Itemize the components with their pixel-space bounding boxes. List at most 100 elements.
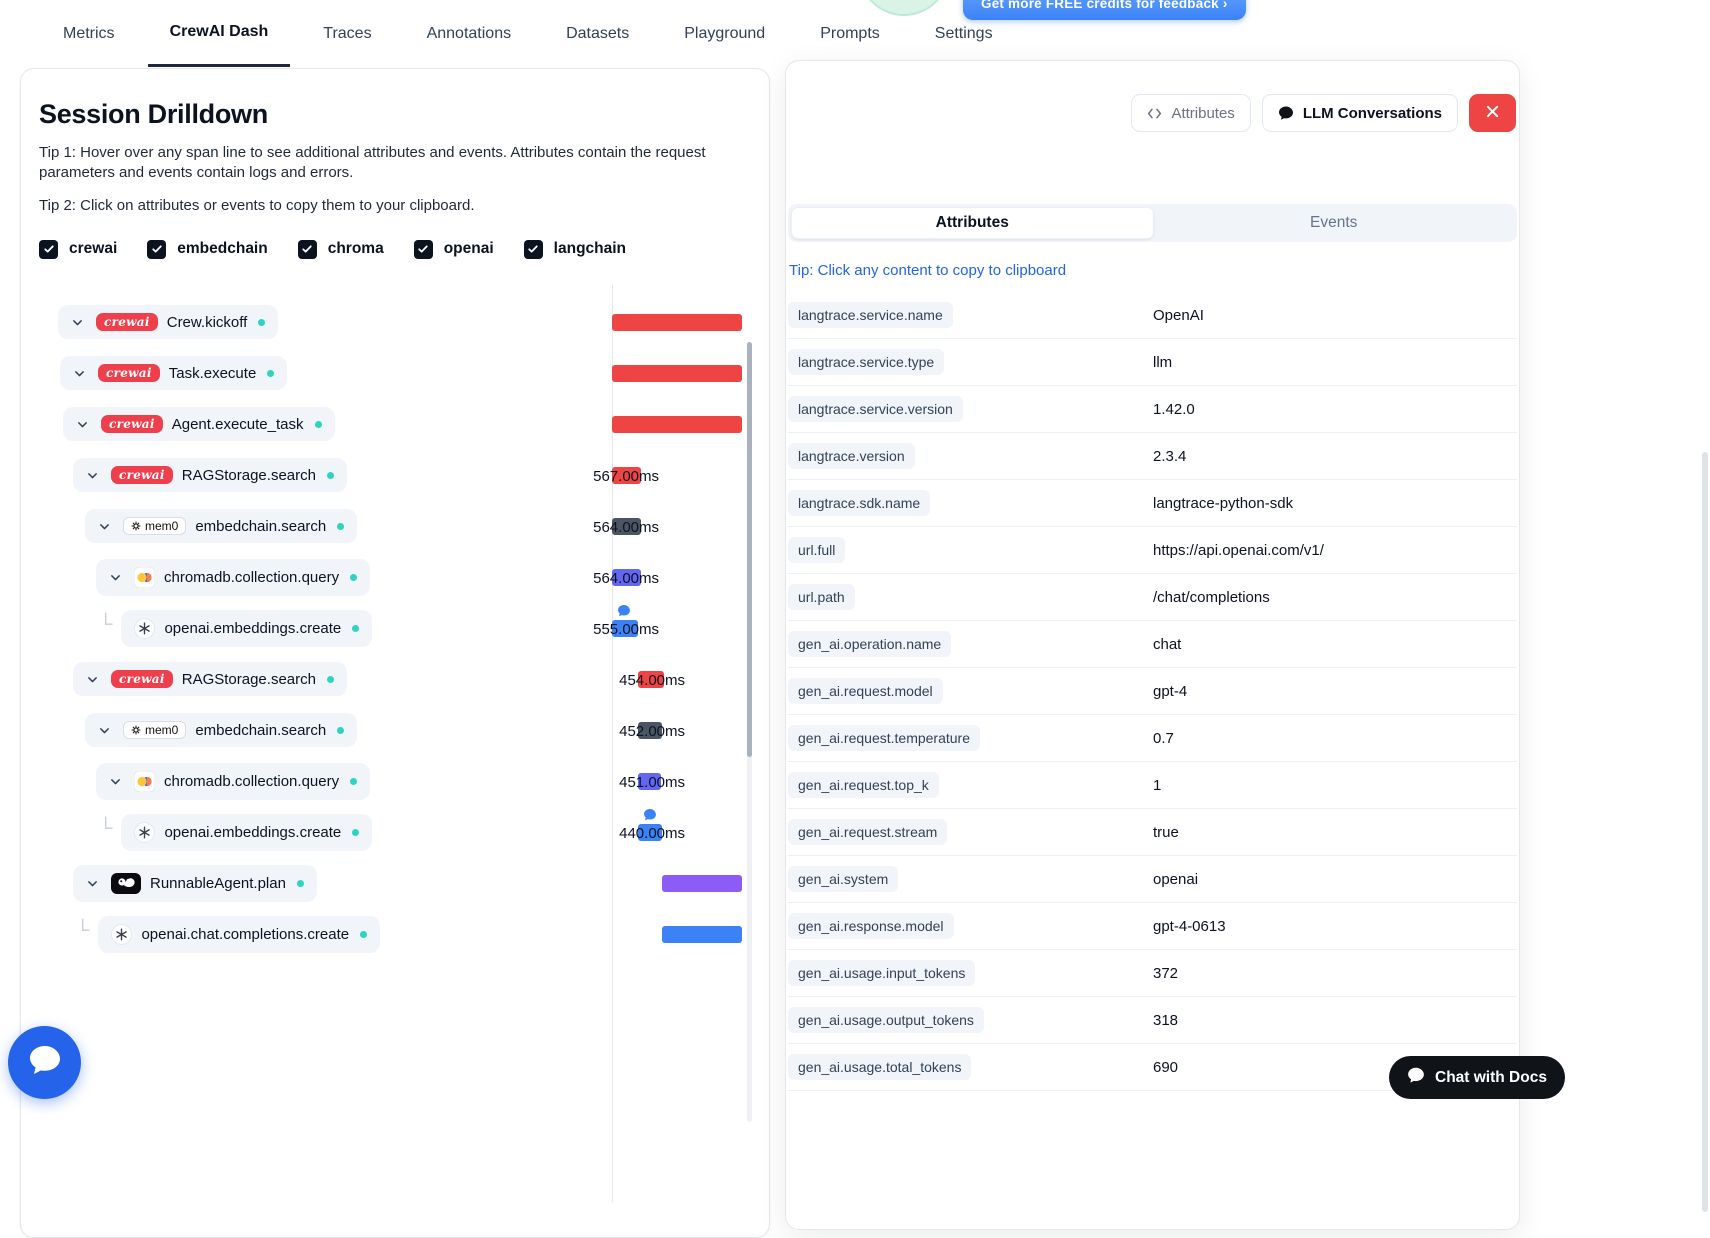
attribute-row[interactable]: gen_ai.operation.name chat <box>788 621 1517 668</box>
filter-crewai[interactable]: crewai <box>39 239 117 259</box>
attribute-key[interactable]: langtrace.version <box>788 443 915 469</box>
tab-playground[interactable]: Playground <box>684 24 766 42</box>
attribute-key[interactable]: gen_ai.system <box>788 866 899 892</box>
attribute-key[interactable]: gen_ai.request.model <box>788 678 943 704</box>
span-row[interactable]: mem0 embedchain.search 452.00ms <box>39 705 751 756</box>
checkbox-icon[interactable] <box>147 239 167 259</box>
attribute-value[interactable]: true <box>1153 823 1179 841</box>
checkbox-icon[interactable] <box>297 239 317 259</box>
chevron-down-icon[interactable] <box>86 877 99 890</box>
attribute-key[interactable]: langtrace.sdk.name <box>788 490 931 516</box>
span-bar[interactable] <box>612 568 641 586</box>
chevron-down-icon[interactable] <box>109 571 122 584</box>
attribute-row[interactable]: langtrace.service.version 1.42.0 <box>788 386 1517 433</box>
span-bar[interactable] <box>612 415 742 433</box>
attribute-key[interactable]: gen_ai.usage.input_tokens <box>788 960 976 986</box>
attribute-key[interactable]: url.full <box>788 537 846 563</box>
waterfall-scrollbar-thumb[interactable] <box>747 341 752 757</box>
attribute-row[interactable]: gen_ai.request.temperature 0.7 <box>788 715 1517 762</box>
attribute-value[interactable]: openai <box>1153 870 1199 888</box>
attribute-key[interactable]: gen_ai.response.model <box>788 913 954 939</box>
span-bar[interactable] <box>662 925 742 943</box>
attribute-value[interactable]: 2.3.4 <box>1153 447 1187 465</box>
attributes-code-button[interactable]: Attributes <box>1131 94 1251 132</box>
span-bar[interactable] <box>612 517 641 535</box>
span-row[interactable]: crewai Crew.kickoff <box>39 297 751 348</box>
chevron-down-icon[interactable] <box>98 520 111 533</box>
filter-embedchain[interactable]: embedchain <box>147 239 268 259</box>
span-row[interactable]: crewai RAGStorage.search 567.00ms <box>39 450 751 501</box>
span-pill[interactable]: crewai Task.execute <box>60 356 288 390</box>
waterfall-scrollbar[interactable] <box>747 341 752 1122</box>
attribute-value[interactable]: 1 <box>1153 776 1162 794</box>
attribute-row[interactable]: gen_ai.request.stream true <box>788 809 1517 856</box>
attribute-row[interactable]: langtrace.service.type llm <box>788 339 1517 386</box>
attribute-key[interactable]: gen_ai.request.temperature <box>788 725 980 751</box>
span-row[interactable]: RunnableAgent.plan <box>39 858 751 909</box>
attribute-value[interactable]: llm <box>1153 353 1173 371</box>
tab-crewai-dash[interactable]: CrewAI Dash <box>147 0 291 67</box>
tab-datasets[interactable]: Datasets <box>566 24 630 42</box>
attribute-row[interactable]: gen_ai.response.model gpt-4-0613 <box>788 903 1517 950</box>
attribute-row[interactable]: url.full https://api.openai.com/v1/ <box>788 527 1517 574</box>
attribute-row[interactable]: url.path /chat/completions <box>788 574 1517 621</box>
filter-langchain[interactable]: langchain <box>523 239 626 259</box>
chevron-down-icon[interactable] <box>71 316 84 329</box>
details-tab-attributes[interactable]: Attributes <box>791 207 1154 239</box>
span-bar[interactable] <box>638 721 662 739</box>
chevron-down-icon[interactable] <box>86 469 99 482</box>
span-bar[interactable] <box>612 364 742 382</box>
attribute-value[interactable]: langtrace-python-sdk <box>1153 494 1294 512</box>
chevron-down-icon[interactable] <box>73 367 86 380</box>
attribute-row[interactable]: gen_ai.request.top_k 1 <box>788 762 1517 809</box>
attribute-key[interactable]: gen_ai.request.top_k <box>788 772 939 798</box>
checkbox-icon[interactable] <box>523 239 543 259</box>
attribute-value[interactable]: https://api.openai.com/v1/ <box>1153 541 1324 559</box>
span-pill[interactable]: openai.embeddings.create <box>121 609 373 647</box>
span-row[interactable]: mem0 embedchain.search 564.00ms <box>39 501 751 552</box>
span-bar[interactable] <box>638 823 662 841</box>
span-row[interactable]: crewai RAGStorage.search 454.00ms <box>39 654 751 705</box>
span-pill[interactable]: openai.chat.completions.create <box>98 915 381 953</box>
span-row[interactable]: └ openai.chat.completions.create <box>39 909 751 960</box>
attribute-value[interactable]: gpt-4-0613 <box>1153 917 1226 935</box>
chevron-down-icon[interactable] <box>109 775 122 788</box>
span-pill[interactable]: chromadb.collection.query <box>96 762 371 800</box>
attribute-value[interactable]: /chat/completions <box>1153 588 1270 606</box>
filter-openai[interactable]: openai <box>413 239 494 259</box>
span-pill[interactable]: mem0 embedchain.search <box>85 509 358 543</box>
attribute-value[interactable]: 690 <box>1153 1058 1179 1076</box>
tab-annotations[interactable]: Annotations <box>426 24 512 42</box>
span-row[interactable]: crewai Agent.execute_task <box>39 399 751 450</box>
span-pill[interactable]: mem0 embedchain.search <box>85 713 358 747</box>
attribute-row[interactable]: gen_ai.usage.total_tokens 690 <box>788 1044 1517 1091</box>
copy-tip-link[interactable]: Tip: Click any content to copy to clipbo… <box>789 262 1067 279</box>
attribute-row[interactable]: gen_ai.usage.input_tokens 372 <box>788 950 1517 997</box>
attribute-value[interactable]: 372 <box>1153 964 1179 982</box>
attribute-key[interactable]: langtrace.service.version <box>788 396 963 422</box>
span-pill[interactable]: crewai RAGStorage.search <box>73 662 347 696</box>
span-pill[interactable]: openai.embeddings.create <box>121 813 373 851</box>
attribute-value[interactable]: OpenAI <box>1153 306 1204 324</box>
attribute-row[interactable]: langtrace.service.name OpenAI <box>788 292 1517 339</box>
attribute-key[interactable]: gen_ai.request.stream <box>788 819 948 845</box>
span-row[interactable]: crewai Task.execute <box>39 348 751 399</box>
span-pill[interactable]: crewai RAGStorage.search <box>73 458 347 492</box>
attribute-value[interactable]: gpt-4 <box>1153 682 1188 700</box>
span-row[interactable]: chromadb.collection.query 564.00ms <box>39 552 751 603</box>
chevron-down-icon[interactable] <box>76 418 89 431</box>
span-pill[interactable]: chromadb.collection.query <box>96 558 371 596</box>
attribute-key[interactable]: gen_ai.usage.total_tokens <box>788 1054 972 1080</box>
checkbox-icon[interactable] <box>413 239 433 259</box>
span-bar[interactable] <box>612 619 638 637</box>
span-bar[interactable] <box>638 670 664 688</box>
attribute-value[interactable]: chat <box>1153 635 1182 653</box>
span-row[interactable]: └ openai.embeddings.create 555.00ms <box>39 603 751 654</box>
attribute-key[interactable]: langtrace.service.name <box>788 302 953 328</box>
llm-conversations-button[interactable]: LLM Conversations <box>1261 94 1458 132</box>
filter-chroma[interactable]: chroma <box>297 239 384 259</box>
page-scrollbar[interactable] <box>1702 452 1708 1212</box>
span-bar[interactable] <box>612 313 742 331</box>
attribute-value[interactable]: 1.42.0 <box>1153 400 1195 418</box>
tab-prompts[interactable]: Prompts <box>820 24 880 42</box>
